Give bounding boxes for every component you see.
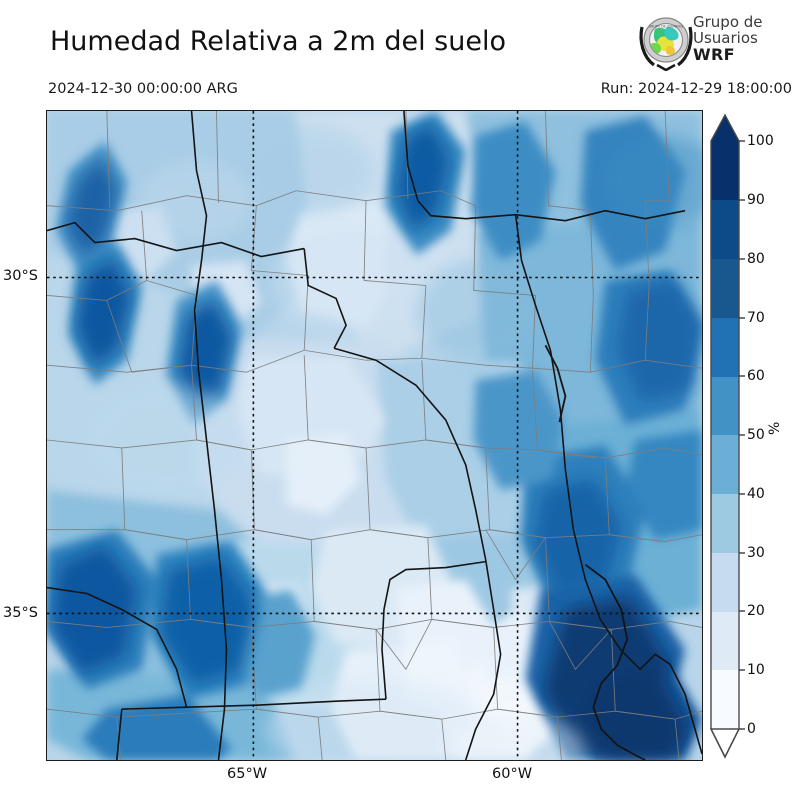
colorbar-tick-0: 0 — [747, 721, 756, 737]
colorbar-tick-50: 50 — [747, 427, 765, 443]
logo-line-1: Grupo de — [693, 13, 763, 31]
lon-tick-label-65W: 65°W — [227, 766, 268, 782]
brand-logo: GRUPO DE USUARIOS Grupo de Usuarios WRF — [637, 12, 797, 74]
colorbar-tick-10: 10 — [747, 662, 765, 678]
colorbar-ticks — [739, 140, 745, 730]
brand-logo-text: Grupo de Usuarios WRF — [693, 14, 763, 64]
colorbar-bands — [711, 141, 739, 729]
lon-tick-label-60W: 60°W — [492, 766, 533, 782]
colorbar[interactable]: 0 10 20 30 40 50 60 70 80 90 100 % — [705, 112, 800, 767]
province-boundaries — [47, 111, 702, 760]
lat-tick-label-35S: 35°S — [3, 605, 38, 621]
map-plot-area[interactable] — [46, 110, 703, 761]
colorbar-unit-label: % — [767, 421, 783, 435]
colorbar-extend-max — [711, 115, 739, 141]
svg-text:GRUPO DE USUARIOS: GRUPO DE USUARIOS — [649, 25, 684, 29]
colorbar-tick-80: 80 — [747, 251, 765, 267]
colorbar-tick-70: 70 — [747, 310, 765, 326]
logo-line-2: Usuarios — [693, 29, 758, 48]
graticule — [47, 111, 702, 760]
colorbar-tick-90: 90 — [747, 192, 765, 208]
colorbar-tick-100: 100 — [747, 133, 774, 149]
logo-line-3: WRF — [693, 45, 735, 65]
humidity-field — [47, 111, 702, 760]
coastline — [544, 344, 646, 760]
colorbar-tick-60: 60 — [747, 368, 765, 384]
page-title: Humedad Relativa a 2m del suelo — [50, 26, 506, 57]
colorbar-extend-min — [709, 728, 741, 759]
colorbar-tick-20: 20 — [747, 603, 765, 619]
wrf-globe-seal-icon: GRUPO DE USUARIOS — [639, 17, 693, 71]
colorbar-gradient — [709, 113, 745, 759]
lat-tick-label-30S: 30°S — [3, 268, 38, 284]
colorbar-tick-40: 40 — [747, 486, 765, 502]
valid-time-label: 2024-12-30 00:00:00 ARG — [48, 81, 238, 97]
colorbar-tick-30: 30 — [747, 545, 765, 561]
model-run-label: Run: 2024-12-29 18:00:00 — [600, 81, 792, 97]
